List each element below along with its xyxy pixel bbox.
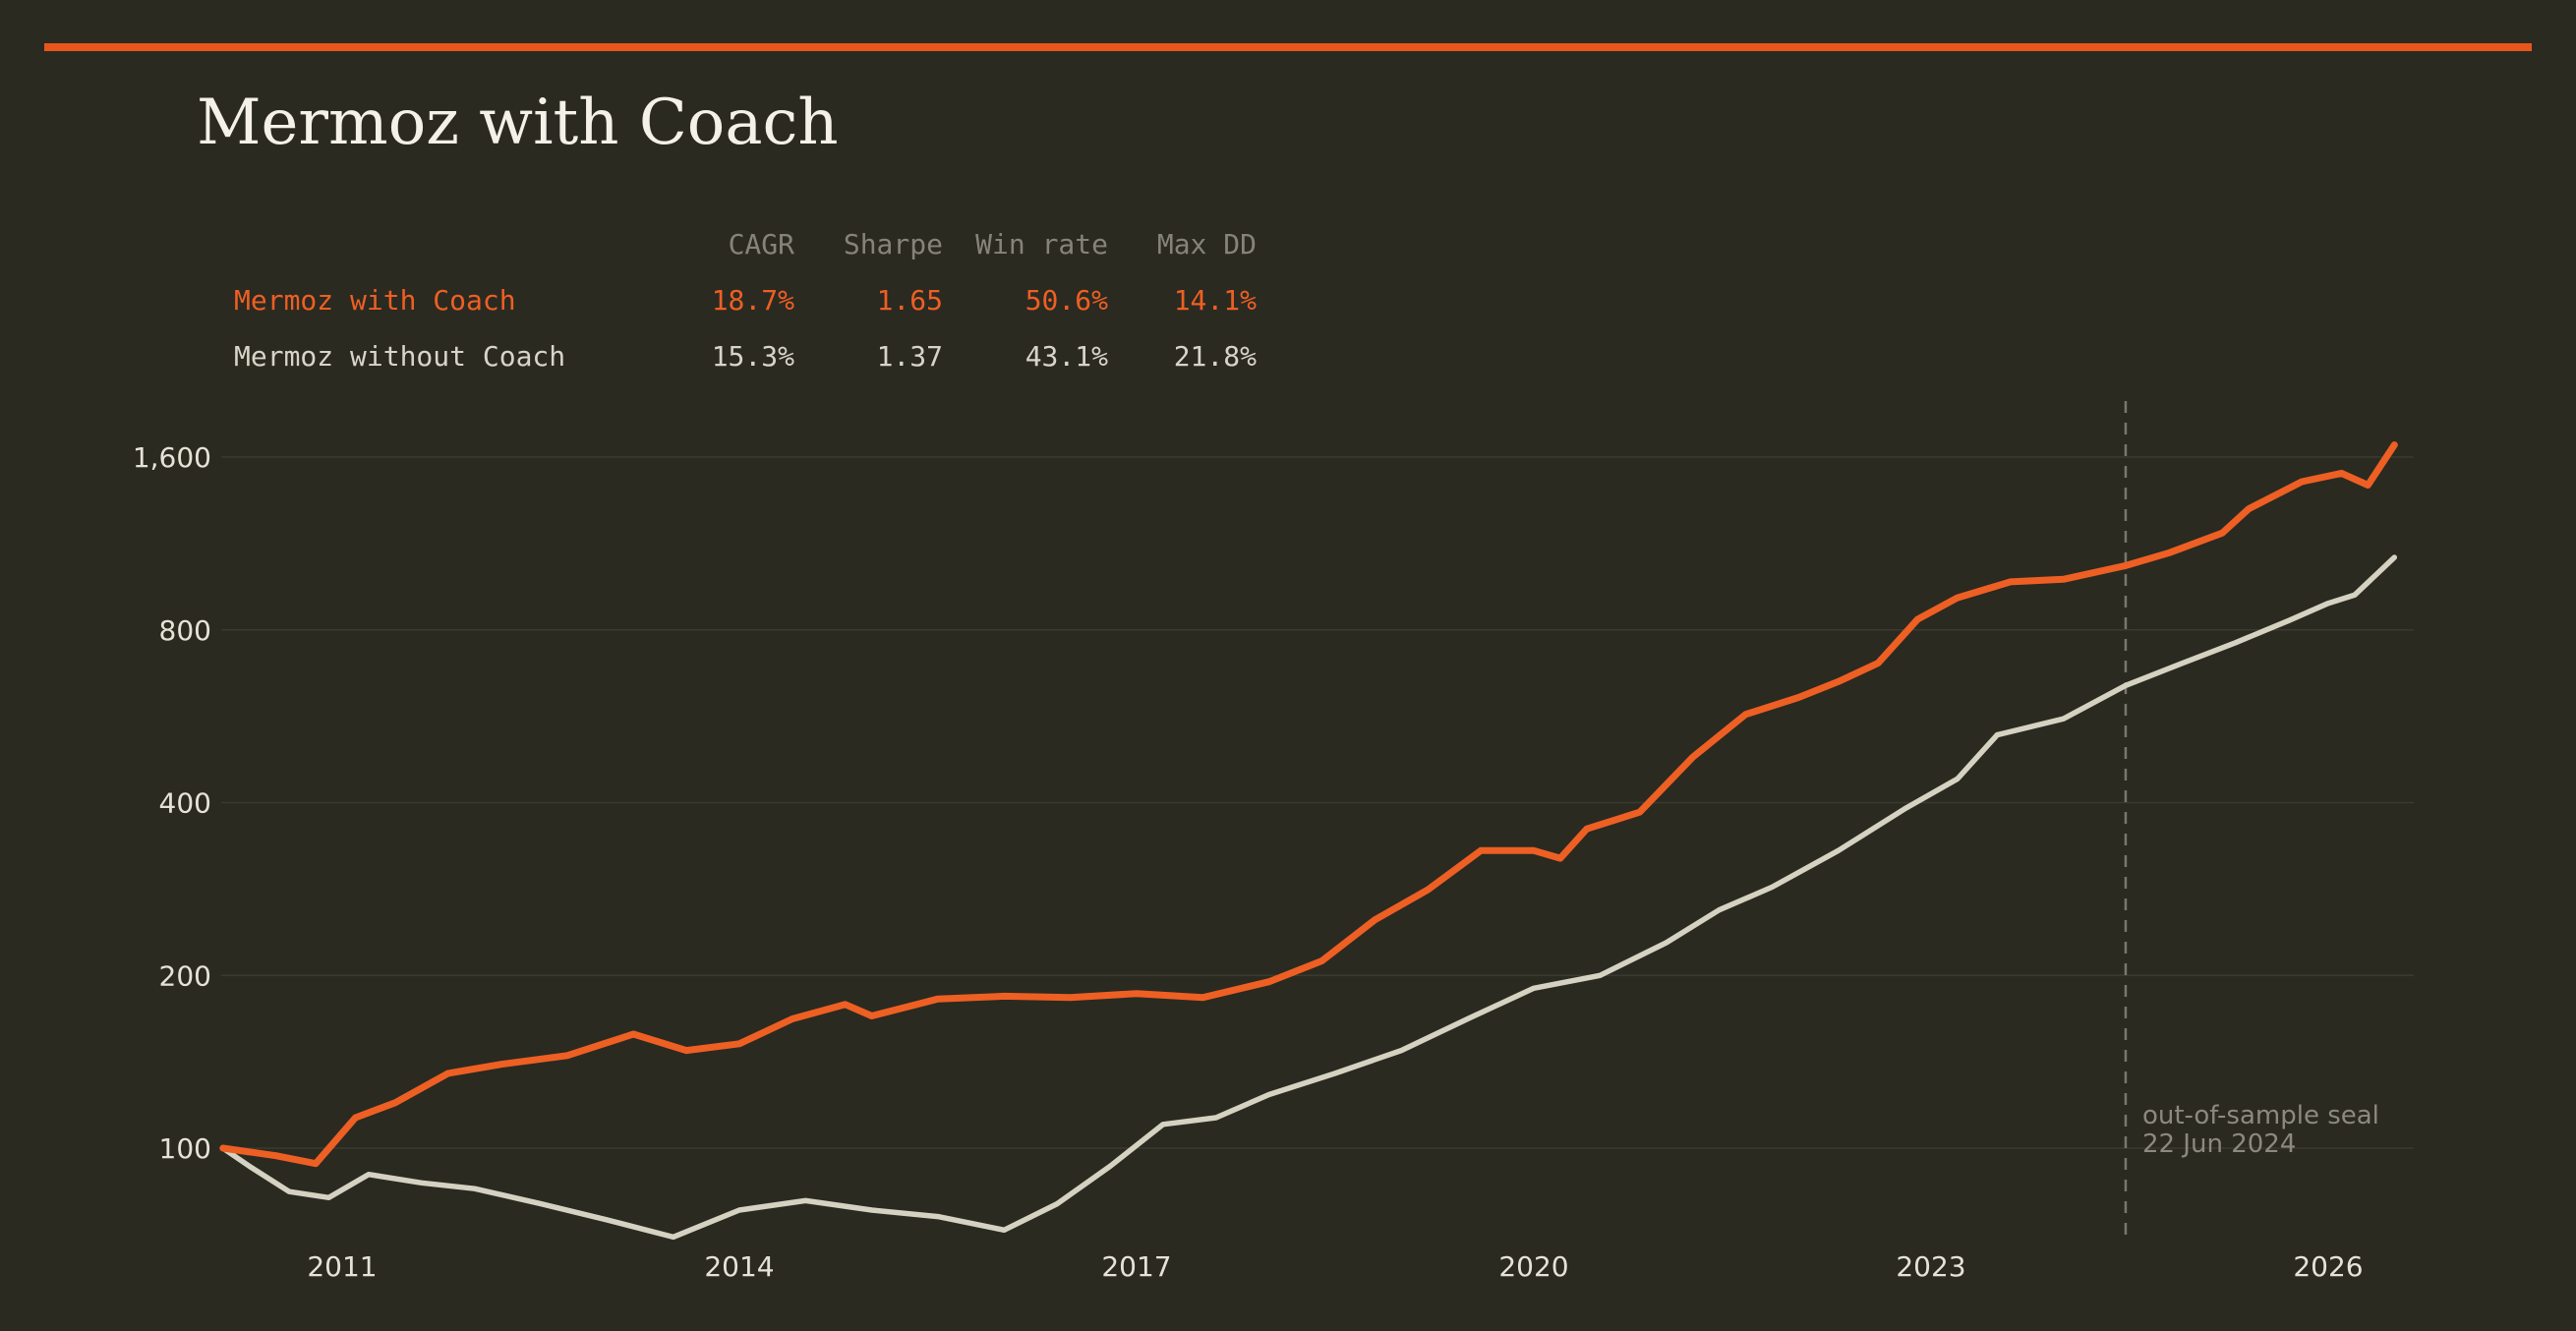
- series-line-with-coach: [219, 441, 2398, 1168]
- top-accent-rule: [44, 43, 2532, 51]
- sharpe-value: 1.65: [876, 284, 943, 317]
- header-win-rate: Win rate: [975, 228, 1108, 260]
- x-tick-label: 2011: [307, 1250, 377, 1283]
- header-sharpe: Sharpe: [843, 228, 943, 260]
- win-rate-value: 43.1%: [1025, 340, 1108, 373]
- y-tick-label: 200: [159, 959, 211, 992]
- cagr-value: 15.3%: [711, 340, 794, 373]
- sharpe-value: 1.37: [876, 340, 943, 373]
- header-cagr: CAGR: [728, 228, 794, 260]
- x-tick-label: 2014: [704, 1250, 774, 1283]
- annotation-line2: 22 Jun 2024: [2142, 1129, 2296, 1159]
- x-tick-label: 2026: [2293, 1250, 2363, 1283]
- max-dd-value: 21.8%: [1173, 340, 1257, 373]
- annotation-line1: out-of-sample seal: [2142, 1101, 2379, 1130]
- max-dd-value: 14.1%: [1173, 284, 1257, 317]
- y-tick-label: 100: [159, 1132, 211, 1165]
- row-name: Mermoz without Coach: [234, 340, 566, 373]
- y-tick-label: 400: [159, 787, 211, 820]
- chart-title: Mermoz with Coach: [197, 87, 839, 159]
- header-max-dd: Max DD: [1156, 228, 1257, 260]
- win-rate-value: 50.6%: [1025, 284, 1108, 317]
- series-line-without-coach: [220, 554, 2398, 1241]
- x-tick-label: 2023: [1896, 1250, 1965, 1283]
- cagr-value: 18.7%: [711, 284, 794, 317]
- y-tick-label: 1,600: [133, 441, 211, 474]
- x-tick-label: 2017: [1101, 1250, 1171, 1283]
- x-tick-label: 2020: [1498, 1250, 1568, 1283]
- y-tick-label: 800: [159, 614, 211, 647]
- row-name: Mermoz with Coach: [234, 284, 516, 317]
